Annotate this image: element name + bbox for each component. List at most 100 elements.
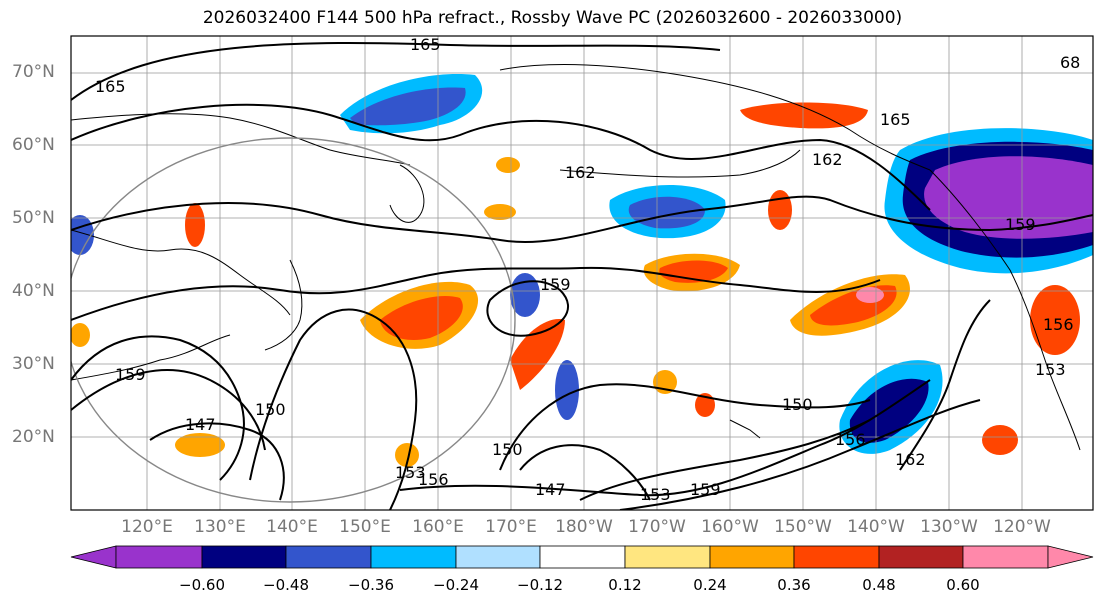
contour-147-west — [149, 422, 285, 501]
coast-asia-north — [71, 113, 411, 166]
colorbar-tick-label: −0.12 — [517, 576, 563, 594]
contour-label: 156 — [1043, 315, 1074, 334]
contour-150-north-pacific — [486, 280, 570, 337]
contour-162-north — [71, 103, 931, 211]
field-positive-small-6 — [71, 323, 90, 347]
coastlines — [71, 64, 1081, 451]
field-positive-west-us — [1030, 285, 1080, 355]
contour-159-east — [619, 399, 981, 510]
colorbar-segment — [539, 545, 626, 569]
colorbar-tick-label: −0.24 — [433, 576, 479, 594]
field-negative-north-pacific-inner — [628, 196, 705, 229]
lon-label: 140°E — [266, 517, 318, 537]
colorbar-tick-label: 0.60 — [946, 576, 980, 594]
colorbar-tick-label: 0.36 — [777, 576, 811, 594]
colorbar-tick-label: −0.48 — [263, 576, 309, 594]
lon-label: 130°W — [920, 517, 978, 537]
lon-label: 150°E — [339, 517, 391, 537]
contour-label: 162 — [812, 150, 843, 169]
field-negative-arctic-inner — [350, 87, 466, 126]
map-content: 165 165 162 162 165 159 159 159 150 147 … — [71, 35, 1093, 510]
contour-162-east — [899, 299, 991, 471]
contour-label: 156 — [418, 470, 449, 489]
contour-label: 162 — [895, 450, 926, 469]
contour-label: 153 — [395, 463, 426, 482]
colorbar-tick-label: −0.60 — [179, 576, 225, 594]
contour-165-north — [71, 42, 721, 101]
field-positive-small-1 — [768, 190, 792, 230]
contour-label: 150 — [255, 400, 286, 419]
lon-label: 160°E — [412, 517, 464, 537]
map-border — [70, 35, 1094, 511]
lon-label: 170°E — [485, 517, 537, 537]
coast-asia-east — [71, 229, 291, 316]
colorbar-segment — [115, 545, 203, 569]
colorbar-tick-label: 0.48 — [862, 576, 896, 594]
colorbar-segment — [370, 545, 457, 569]
colorbar-tick-label: 0.24 — [693, 576, 727, 594]
gridlines — [71, 36, 1093, 510]
lon-label: 120°E — [121, 517, 173, 537]
contour-label: 165 — [95, 77, 126, 96]
contour-159-mid — [71, 195, 1093, 244]
colorbar-extend-low — [70, 545, 117, 569]
colorbar-segment — [455, 545, 541, 569]
field-positive-subtropical-band — [510, 319, 565, 390]
lat-label: 40°N — [12, 281, 55, 301]
contours — [71, 42, 1093, 510]
contour-label: 159 — [540, 275, 571, 294]
contour-label: 153 — [640, 485, 671, 504]
lat-label: 20°N — [12, 427, 55, 447]
coast-china — [71, 334, 231, 381]
contour-label: 153 — [1035, 360, 1066, 379]
contour-label: 162 — [565, 163, 596, 182]
colorbar-segment — [709, 545, 795, 569]
coast-japan — [264, 259, 303, 351]
field-positive-east-core — [856, 287, 884, 303]
field-positive-small-3 — [484, 204, 516, 220]
field-positive-sw-pacific — [175, 433, 225, 457]
colorbar — [70, 545, 1094, 569]
lon-label: 120°W — [993, 517, 1051, 537]
lon-label: 140°W — [847, 517, 905, 537]
contour-label: 147 — [185, 415, 216, 434]
contour-label: 150 — [492, 440, 523, 459]
coast-aleutians — [559, 149, 801, 178]
lat-label: 70°N — [12, 62, 55, 82]
contour-label: 150 — [782, 395, 813, 414]
contour-label: 147 — [535, 480, 566, 499]
colorbar-segment — [285, 545, 372, 569]
field-positive-small-2 — [496, 157, 520, 173]
contour-150-east — [499, 383, 871, 471]
colorbar-segment — [624, 545, 711, 569]
coast-kamchatka — [389, 164, 425, 223]
field-positive-west-kamchatka — [185, 203, 205, 247]
coast-na-west — [929, 169, 1081, 451]
contour-156-east — [399, 379, 931, 497]
field-positive-small-5 — [695, 393, 715, 417]
contour-label: 159 — [1005, 215, 1036, 234]
lat-label: 60°N — [12, 135, 55, 155]
colorbar-extend-high — [1047, 545, 1094, 569]
lat-label: 50°N — [12, 208, 55, 228]
lon-label: 130°E — [194, 517, 246, 537]
field-positive-small-7 — [395, 443, 419, 467]
map-title: 2026032400 F144 500 hPa refract., Rossby… — [202, 8, 903, 28]
lon-label: 180°W — [555, 517, 613, 537]
coast-alaska — [499, 64, 931, 171]
contour-150-west — [249, 308, 418, 510]
coast-hawaii — [729, 419, 761, 439]
contour-153-east — [579, 419, 871, 501]
field-positive-hawaii-east — [982, 425, 1018, 455]
contour-label: 165 — [410, 35, 441, 54]
lon-label: 170°W — [628, 517, 686, 537]
contour-label: 68 — [1060, 53, 1080, 72]
colorbar-segment — [878, 545, 964, 569]
contour-159-low — [71, 266, 881, 321]
contour-label: 159 — [690, 480, 721, 499]
colorbar-tick-label: 0.12 — [608, 576, 642, 594]
great-circle — [71, 137, 516, 503]
lat-label: 30°N — [12, 354, 55, 374]
contour-label: 156 — [835, 430, 866, 449]
contour-label: 159 — [115, 365, 146, 384]
